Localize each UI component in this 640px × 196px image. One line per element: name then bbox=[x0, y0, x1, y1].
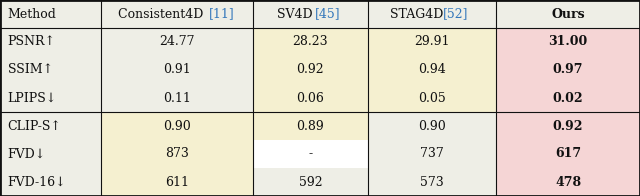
Text: STAG4D: STAG4D bbox=[390, 7, 447, 21]
Bar bbox=[101, 28, 253, 56]
Text: SV4D: SV4D bbox=[277, 7, 316, 21]
Bar bbox=[496, 28, 640, 56]
Text: 0.94: 0.94 bbox=[418, 64, 446, 76]
Bar bbox=[0, 28, 101, 56]
Bar bbox=[253, 112, 368, 140]
Text: FVD-16↓: FVD-16↓ bbox=[8, 175, 67, 189]
Text: FVD↓: FVD↓ bbox=[8, 148, 46, 161]
Bar bbox=[496, 0, 640, 28]
Text: Ours: Ours bbox=[551, 7, 585, 21]
Text: 478: 478 bbox=[555, 175, 581, 189]
Bar bbox=[496, 84, 640, 112]
Bar bbox=[253, 84, 368, 112]
Text: 0.02: 0.02 bbox=[553, 92, 583, 104]
Bar bbox=[368, 28, 496, 56]
Text: 0.97: 0.97 bbox=[553, 64, 583, 76]
Text: 592: 592 bbox=[299, 175, 322, 189]
Bar bbox=[496, 56, 640, 84]
Text: 737: 737 bbox=[420, 148, 444, 161]
Bar bbox=[253, 168, 368, 196]
Text: CLIP-S↑: CLIP-S↑ bbox=[8, 120, 61, 132]
Text: 31.00: 31.00 bbox=[548, 35, 588, 48]
Bar bbox=[0, 140, 101, 168]
Bar bbox=[253, 0, 368, 28]
Text: -: - bbox=[308, 148, 312, 161]
Text: 573: 573 bbox=[420, 175, 444, 189]
Bar bbox=[496, 112, 640, 140]
Text: 24.77: 24.77 bbox=[159, 35, 195, 48]
Bar bbox=[496, 140, 640, 168]
Text: 873: 873 bbox=[165, 148, 189, 161]
Bar bbox=[101, 0, 253, 28]
Text: 0.90: 0.90 bbox=[163, 120, 191, 132]
Text: PSNR↑: PSNR↑ bbox=[8, 35, 56, 48]
Text: [52]: [52] bbox=[444, 7, 469, 21]
Text: 617: 617 bbox=[555, 148, 581, 161]
Bar bbox=[101, 84, 253, 112]
Bar bbox=[496, 168, 640, 196]
Text: 611: 611 bbox=[165, 175, 189, 189]
Text: 0.06: 0.06 bbox=[296, 92, 324, 104]
Text: [11]: [11] bbox=[209, 7, 234, 21]
Bar bbox=[368, 0, 496, 28]
Text: 29.91: 29.91 bbox=[414, 35, 450, 48]
Bar bbox=[101, 112, 253, 140]
Text: 0.92: 0.92 bbox=[296, 64, 324, 76]
Text: 0.91: 0.91 bbox=[163, 64, 191, 76]
Bar bbox=[368, 84, 496, 112]
Bar bbox=[0, 56, 101, 84]
Bar bbox=[253, 28, 368, 56]
Bar bbox=[0, 112, 101, 140]
Text: Method: Method bbox=[8, 7, 56, 21]
Bar bbox=[368, 168, 496, 196]
Bar bbox=[0, 84, 101, 112]
Bar bbox=[0, 0, 101, 28]
Bar bbox=[368, 56, 496, 84]
Bar bbox=[368, 140, 496, 168]
Text: 0.11: 0.11 bbox=[163, 92, 191, 104]
Text: SSIM↑: SSIM↑ bbox=[8, 64, 53, 76]
Bar bbox=[101, 168, 253, 196]
Text: 0.90: 0.90 bbox=[418, 120, 446, 132]
Bar bbox=[101, 140, 253, 168]
Text: 0.92: 0.92 bbox=[553, 120, 583, 132]
Text: 0.89: 0.89 bbox=[296, 120, 324, 132]
Bar bbox=[253, 56, 368, 84]
Bar bbox=[368, 112, 496, 140]
Text: Consistent4D: Consistent4D bbox=[118, 7, 208, 21]
Text: 28.23: 28.23 bbox=[292, 35, 328, 48]
Bar bbox=[253, 140, 368, 168]
Bar bbox=[0, 168, 101, 196]
Bar bbox=[101, 56, 253, 84]
Text: 0.05: 0.05 bbox=[418, 92, 446, 104]
Text: LPIPS↓: LPIPS↓ bbox=[8, 92, 57, 104]
Text: [45]: [45] bbox=[315, 7, 340, 21]
